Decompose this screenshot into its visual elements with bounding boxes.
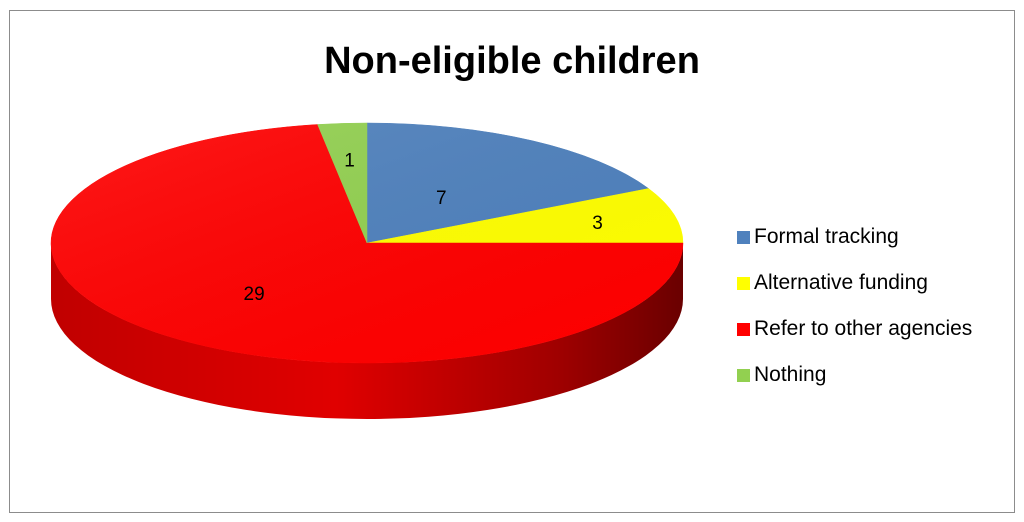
data-label-refer-to-other-agencies: 29: [244, 284, 265, 305]
pie-slices: [50, 122, 684, 364]
legend-label-alternative-funding: Alternative funding: [754, 271, 928, 294]
data-label-formal-tracking: 7: [436, 188, 447, 209]
pie-side-wall: [51, 243, 683, 419]
pie-data-labels: 7 3 29 1: [244, 150, 603, 305]
pie-top-sheen: [51, 123, 683, 363]
legend-label-refer-to-other-agencies: Refer to other agencies: [754, 317, 973, 340]
legend-label-formal-tracking: Formal tracking: [754, 225, 899, 248]
data-label-nothing: 1: [344, 150, 355, 171]
legend-swatch-nothing: [737, 369, 750, 382]
legend-swatch-alternative-funding: [737, 277, 750, 290]
chart-title: Non-eligible children: [324, 40, 700, 82]
legend-label-nothing: Nothing: [754, 363, 827, 386]
legend-swatch-formal-tracking: [737, 231, 750, 244]
data-label-alternative-funding: 3: [592, 213, 603, 234]
pie-side-layer: [51, 243, 683, 419]
legend-swatch-refer-to-other-agencies: [737, 323, 750, 336]
